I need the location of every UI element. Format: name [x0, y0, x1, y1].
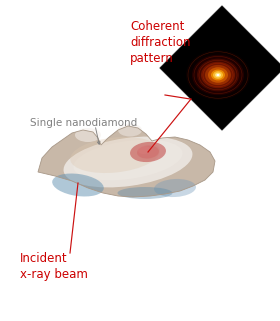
Ellipse shape — [130, 142, 166, 162]
Ellipse shape — [70, 137, 160, 173]
Text: Coherent
diffraction
pattern: Coherent diffraction pattern — [130, 20, 190, 65]
Ellipse shape — [154, 179, 196, 197]
Ellipse shape — [52, 174, 104, 196]
Ellipse shape — [216, 74, 220, 76]
Ellipse shape — [73, 140, 183, 180]
Ellipse shape — [186, 50, 250, 100]
Ellipse shape — [197, 59, 239, 91]
Ellipse shape — [118, 187, 172, 199]
Ellipse shape — [118, 124, 142, 136]
Text: Single nanodiamond: Single nanodiamond — [30, 118, 137, 128]
Ellipse shape — [205, 65, 231, 85]
Ellipse shape — [208, 67, 228, 83]
Ellipse shape — [213, 71, 223, 79]
Ellipse shape — [201, 62, 235, 88]
Ellipse shape — [192, 55, 244, 95]
Ellipse shape — [64, 136, 192, 187]
Ellipse shape — [215, 73, 221, 77]
Polygon shape — [38, 126, 215, 197]
Polygon shape — [160, 6, 280, 130]
Ellipse shape — [211, 70, 225, 81]
Ellipse shape — [75, 128, 101, 142]
Ellipse shape — [138, 146, 150, 154]
Ellipse shape — [137, 145, 159, 159]
Text: Incident
x-ray beam: Incident x-ray beam — [20, 252, 88, 281]
